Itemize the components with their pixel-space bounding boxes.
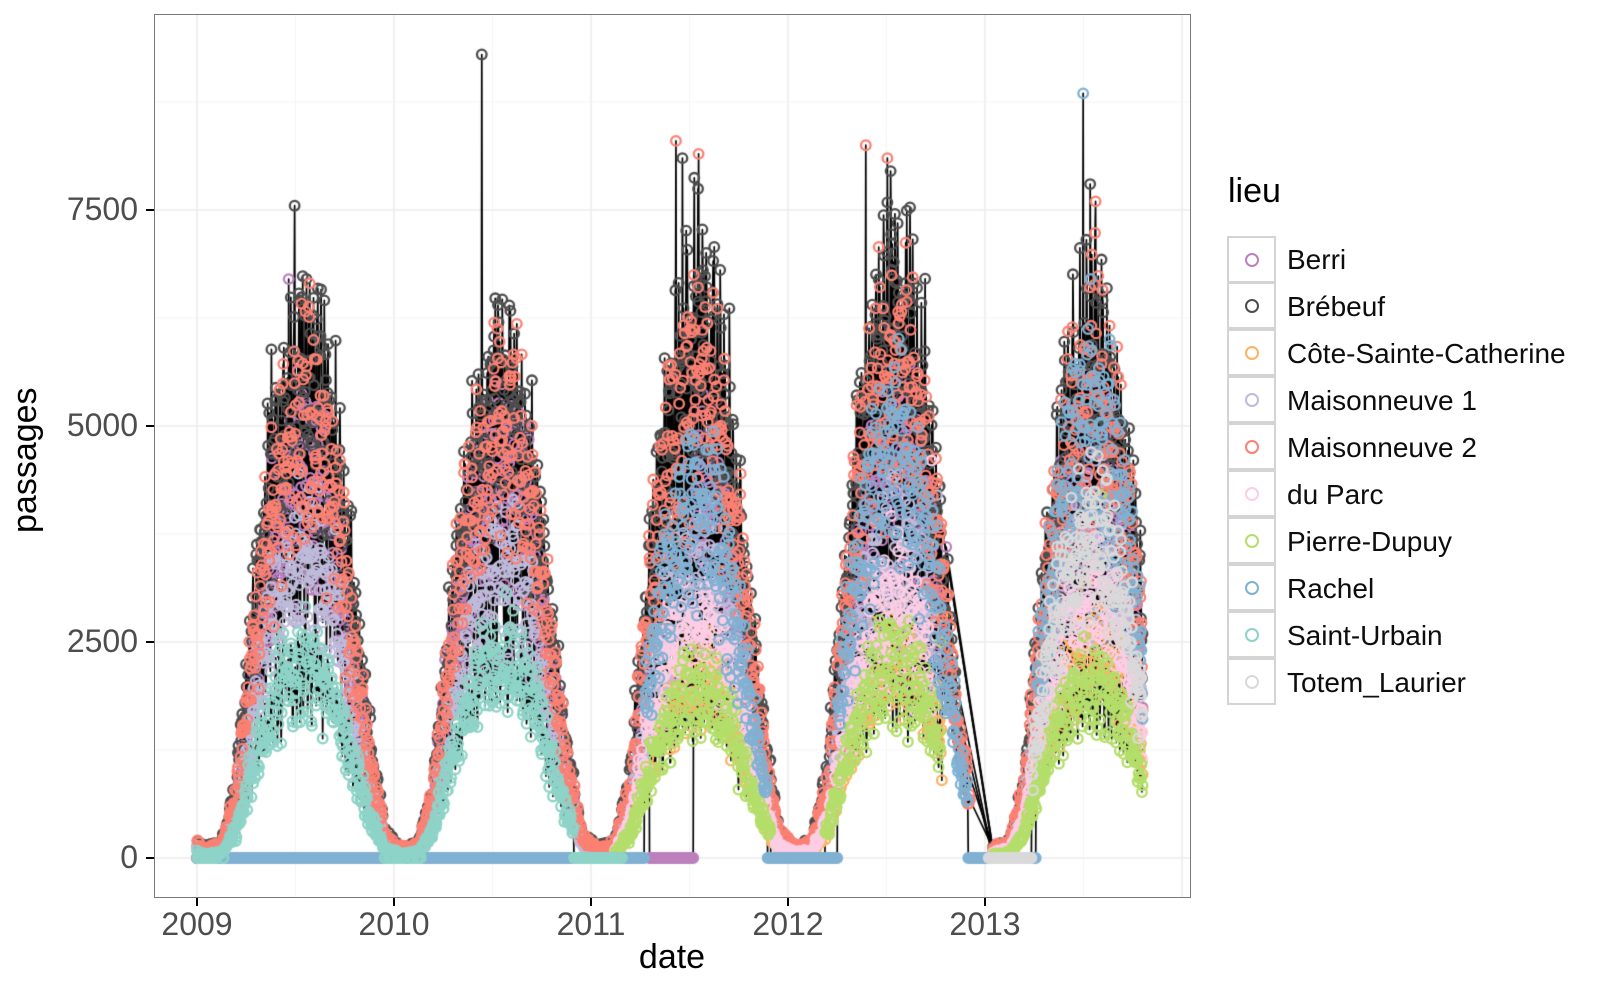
legend-key-label: Maisonneuve 1 — [1287, 384, 1477, 416]
x-tick-mark — [590, 898, 592, 906]
legend-key: Pierre-Dupuy — [1227, 517, 1566, 565]
x-tick-mark — [787, 898, 789, 906]
y-tick-label: 5000 — [66, 407, 138, 443]
open-circle-icon — [1244, 252, 1259, 267]
legend-key-swatch — [1227, 329, 1276, 376]
legend-key-label: Maisonneuve 2 — [1287, 431, 1477, 463]
legend-key-swatch — [1227, 517, 1276, 564]
x-tick-label: 2013 — [949, 906, 1021, 942]
legend-key-label: du Parc — [1287, 478, 1384, 510]
x-tick-label: 2012 — [752, 906, 824, 942]
y-tick-mark — [146, 425, 154, 427]
legend-key-swatch — [1227, 282, 1276, 329]
y-tick-mark — [146, 209, 154, 211]
y-tick-mark — [146, 857, 154, 859]
open-circle-icon — [1244, 674, 1259, 689]
x-tick-mark — [393, 898, 395, 906]
y-tick-label: 0 — [120, 839, 138, 875]
open-circle-icon — [1244, 439, 1259, 454]
y-tick-label: 2500 — [66, 623, 138, 659]
legend-key-swatch — [1227, 611, 1276, 658]
legend-key: Totem_Laurier — [1227, 658, 1566, 706]
legend-key: Brébeuf — [1227, 282, 1566, 330]
legend-title: lieu — [1228, 172, 1281, 210]
x-axis-title: date — [638, 938, 706, 976]
legend-key-swatch — [1227, 658, 1276, 705]
plot-panel — [154, 14, 1191, 898]
legend-key-label: Pierre-Dupuy — [1287, 525, 1452, 557]
y-tick-mark — [146, 641, 154, 643]
legend-key-label: Totem_Laurier — [1287, 666, 1466, 698]
legend-key-swatch — [1227, 564, 1276, 611]
open-circle-icon — [1244, 392, 1259, 407]
y-axis-title: passages — [6, 387, 44, 533]
x-tick-label: 2010 — [358, 906, 430, 942]
open-circle-icon — [1244, 580, 1259, 595]
x-tick-mark — [196, 898, 198, 906]
legend-key-label: Berri — [1287, 243, 1347, 275]
legend-key-label: Rachel — [1287, 572, 1375, 604]
legend-key: du Parc — [1227, 470, 1566, 518]
legend-key-label: Saint-Urbain — [1287, 619, 1443, 651]
open-circle-icon — [1244, 486, 1259, 501]
legend-key: Maisonneuve 1 — [1227, 376, 1566, 424]
x-tick-mark — [984, 898, 986, 906]
legend-key-swatch — [1227, 470, 1276, 517]
y-tick-label: 7500 — [66, 191, 138, 227]
open-circle-icon — [1244, 345, 1259, 360]
legend-key-swatch — [1227, 423, 1276, 470]
open-circle-icon — [1244, 627, 1259, 642]
legend-key-label: Côte-Sainte-Catherine — [1287, 337, 1566, 369]
legend-key: Côte-Sainte-Catherine — [1227, 329, 1566, 377]
open-circle-icon — [1244, 298, 1259, 313]
legend-key: Berri — [1227, 236, 1566, 283]
legend-key: Rachel — [1227, 564, 1566, 612]
x-tick-label: 2011 — [556, 906, 626, 942]
open-circle-icon — [1244, 533, 1259, 548]
x-tick-label: 2009 — [161, 906, 233, 942]
legend-key-swatch — [1227, 376, 1276, 423]
legend-key: Maisonneuve 2 — [1227, 423, 1566, 471]
legend-keys: Berri Brébeuf Côte-Sainte-Catherine Maisonn… — [1227, 236, 1566, 706]
legend-key-label: Brébeuf — [1287, 290, 1386, 322]
legend-key-swatch — [1227, 236, 1276, 283]
legend-key: Saint-Urbain — [1227, 611, 1566, 659]
